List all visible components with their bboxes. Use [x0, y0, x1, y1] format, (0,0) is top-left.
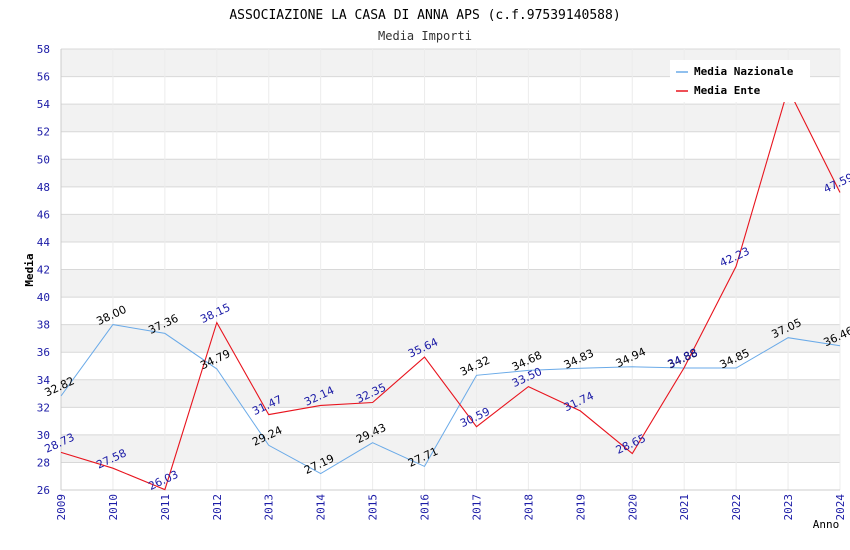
y-tick-label: 46 [37, 208, 50, 221]
x-tick-label: 2023 [782, 494, 795, 521]
x-tick-label: 2020 [626, 494, 639, 521]
x-tick-label: 2014 [315, 494, 328, 521]
plot-band [61, 214, 840, 242]
legend: Media Nazionale Media Ente [670, 60, 810, 102]
plot-band [61, 324, 840, 353]
y-tick-label: 30 [37, 429, 50, 442]
legend-label-ente: Media Ente [694, 84, 761, 97]
y-tick-label: 34 [37, 374, 51, 387]
x-tick-label: 2024 [834, 494, 847, 521]
y-tick-label: 52 [37, 126, 50, 139]
plot-band [61, 186, 840, 215]
plot-band [61, 434, 840, 463]
plot-band [61, 269, 840, 298]
plot-band [61, 462, 840, 490]
x-tick-label: 2022 [730, 494, 743, 521]
x-tick-label: 2009 [55, 494, 68, 521]
plot-background [60, 48, 841, 491]
x-axis-label: Anno [813, 518, 840, 531]
x-tick-label: 2016 [419, 494, 432, 521]
x-tick-label: 2019 [574, 494, 587, 521]
plot-band [61, 131, 840, 160]
series-line-media-nazionale [60, 324, 841, 475]
y-tick-label: 44 [37, 236, 51, 249]
plot-band [61, 297, 840, 325]
plot-band [61, 379, 840, 408]
y-tick-label: 48 [37, 181, 50, 194]
y-axis: 26 28 30 32 34 36 38 40 42 44 46 48 50 52 54 56 58 [37, 43, 51, 497]
series-lines [60, 87, 841, 491]
chart-subtitle: Media Importi [378, 29, 472, 43]
y-tick-label: 36 [37, 346, 50, 359]
x-tick-label: 2015 [367, 494, 380, 521]
y-tick-label: 56 [37, 71, 50, 84]
y-axis-label: Media [23, 253, 36, 286]
legend-box [670, 60, 810, 102]
x-tick-label: 2010 [107, 494, 120, 521]
y-tick-label: 28 [37, 456, 50, 469]
legend-label-nazionale: Media Nazionale [694, 65, 794, 78]
y-tick-label: 38 [37, 319, 50, 332]
y-tick-label: 26 [37, 484, 50, 497]
x-tick-label: 2018 [522, 494, 535, 521]
x-tick-label: 2017 [470, 494, 483, 521]
plot-band [61, 241, 840, 270]
y-tick-label: 50 [37, 153, 50, 166]
x-tick-label: 2012 [211, 494, 224, 521]
y-tick-label: 32 [37, 401, 50, 414]
y-tick-label: 54 [37, 98, 51, 111]
chart-title: ASSOCIAZIONE LA CASA DI ANNA APS (c.f.97… [229, 8, 620, 23]
plot-band [61, 104, 840, 132]
x-axis: 2009 2010 2011 2012 2013 2014 2015 2016 2017 2018… [55, 494, 847, 521]
series-line-media-ente [60, 87, 841, 491]
y-tick-label: 40 [37, 291, 50, 304]
y-tick-label: 58 [37, 43, 50, 56]
x-tick-label: 2021 [678, 494, 691, 521]
x-tick-label: 2013 [263, 494, 276, 521]
plot-band [61, 159, 840, 187]
y-tick-label: 42 [37, 264, 50, 277]
x-tick-label: 2011 [159, 494, 172, 521]
plot-band [61, 352, 840, 380]
